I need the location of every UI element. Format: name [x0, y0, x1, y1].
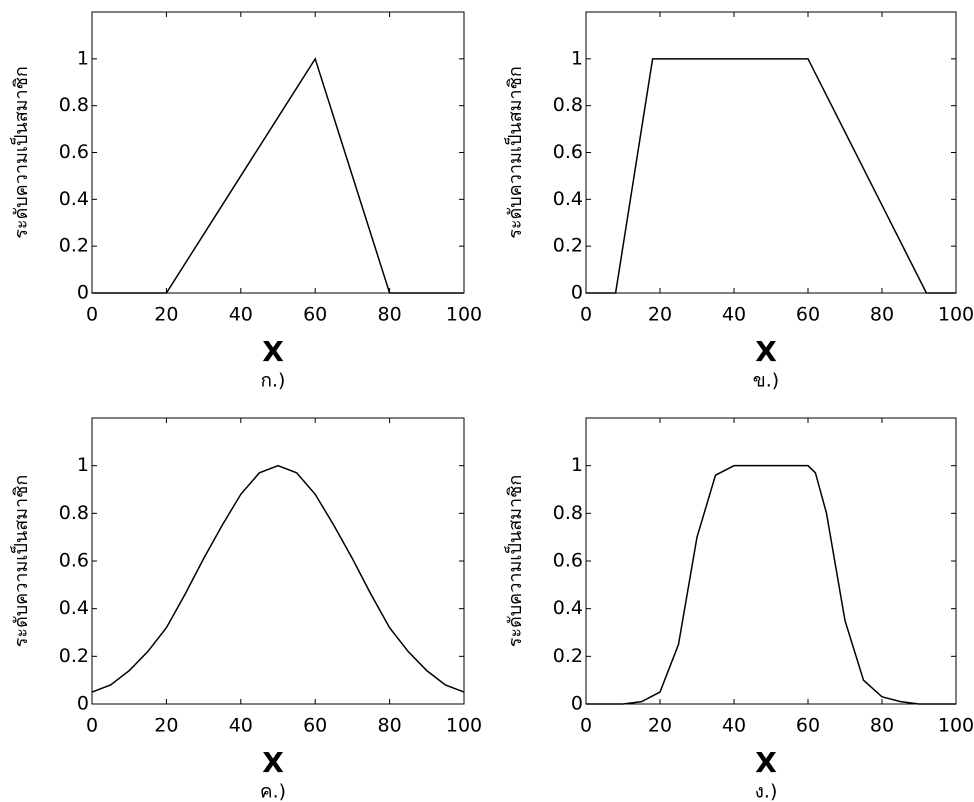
caption: ข.) — [753, 370, 779, 392]
caption: ง.) — [755, 781, 778, 802]
x-tick-label: 100 — [938, 715, 974, 737]
y-tick-label: 1 — [77, 47, 89, 69]
x-tick-label: 60 — [796, 304, 820, 326]
x-tick-label: 100 — [446, 715, 482, 737]
y-tick-label: 0.2 — [553, 645, 583, 667]
y-tick-label: 0.8 — [553, 94, 583, 116]
y-tick-label: 1 — [571, 47, 583, 69]
y-tick-label: 1 — [571, 454, 583, 476]
x-tick-label: 80 — [378, 304, 402, 326]
y-tick-label: 0 — [77, 282, 89, 304]
y-tick-label: 0.4 — [553, 188, 583, 210]
y-tick-label: 0 — [77, 693, 89, 715]
x-tick-label: 40 — [229, 715, 253, 737]
axes-frame — [585, 11, 957, 294]
y-tick-label: 0.2 — [59, 235, 89, 257]
y-axis-label: ระดับความเป็นสมาชิก — [503, 66, 526, 239]
x-tick-label: 100 — [938, 304, 974, 326]
x-tick-label: 60 — [796, 715, 820, 737]
y-tick-label: 0.6 — [553, 550, 583, 572]
y-tick-label: 0.4 — [59, 597, 89, 619]
axes-frame — [91, 417, 465, 705]
caption: ค.) — [260, 781, 286, 802]
x-tick-label: 20 — [154, 304, 178, 326]
x-tick-label: 20 — [648, 304, 672, 326]
x-tick-label: 0 — [580, 304, 592, 326]
x-axis-label: X — [755, 335, 777, 368]
x-tick-label: 40 — [722, 715, 746, 737]
y-tick-label: 0.6 — [59, 141, 89, 163]
x-axis-label: X — [262, 746, 284, 779]
x-tick-label: 40 — [229, 304, 253, 326]
y-tick-label: 0 — [571, 693, 583, 715]
y-axis-label: ระดับความเป็นสมาชิก — [9, 66, 32, 239]
y-tick-label: 0 — [571, 282, 583, 304]
caption: ก.) — [261, 370, 286, 392]
y-tick-label: 0.4 — [59, 188, 89, 210]
y-tick-label: 1 — [77, 454, 89, 476]
x-tick-label: 0 — [580, 715, 592, 737]
line — [91, 464, 465, 693]
line — [92, 57, 464, 294]
y-tick-label: 0.8 — [59, 94, 89, 116]
y-tick-label: 0.4 — [553, 597, 583, 619]
y-tick-label: 0.2 — [553, 235, 583, 257]
y-tick-label: 0.2 — [59, 645, 89, 667]
y-tick-label: 0.6 — [553, 141, 583, 163]
line — [586, 464, 956, 705]
x-tick-label: 60 — [303, 715, 327, 737]
y-axis-label: ระดับความเป็นสมาชิก — [503, 475, 526, 648]
x-tick-label: 80 — [870, 304, 894, 326]
y-tick-label: 0.6 — [59, 550, 89, 572]
x-tick-label: 0 — [86, 304, 98, 326]
y-tick-label: 0.8 — [59, 502, 89, 524]
y-tick-label: 0.8 — [553, 502, 583, 524]
axes-frame — [585, 417, 957, 705]
x-tick-label: 20 — [154, 715, 178, 737]
x-axis-label: X — [262, 335, 284, 368]
x-tick-label: 0 — [86, 715, 98, 737]
x-axis-label: X — [755, 746, 777, 779]
y-axis-label: ระดับความเป็นสมาชิก — [9, 475, 32, 648]
line — [586, 58, 956, 294]
x-tick-label: 20 — [648, 715, 672, 737]
x-tick-label: 100 — [446, 304, 482, 326]
x-tick-label: 80 — [870, 715, 894, 737]
x-tick-label: 60 — [303, 304, 327, 326]
x-tick-label: 80 — [378, 715, 402, 737]
axes-frame — [91, 11, 465, 294]
x-tick-label: 40 — [722, 304, 746, 326]
